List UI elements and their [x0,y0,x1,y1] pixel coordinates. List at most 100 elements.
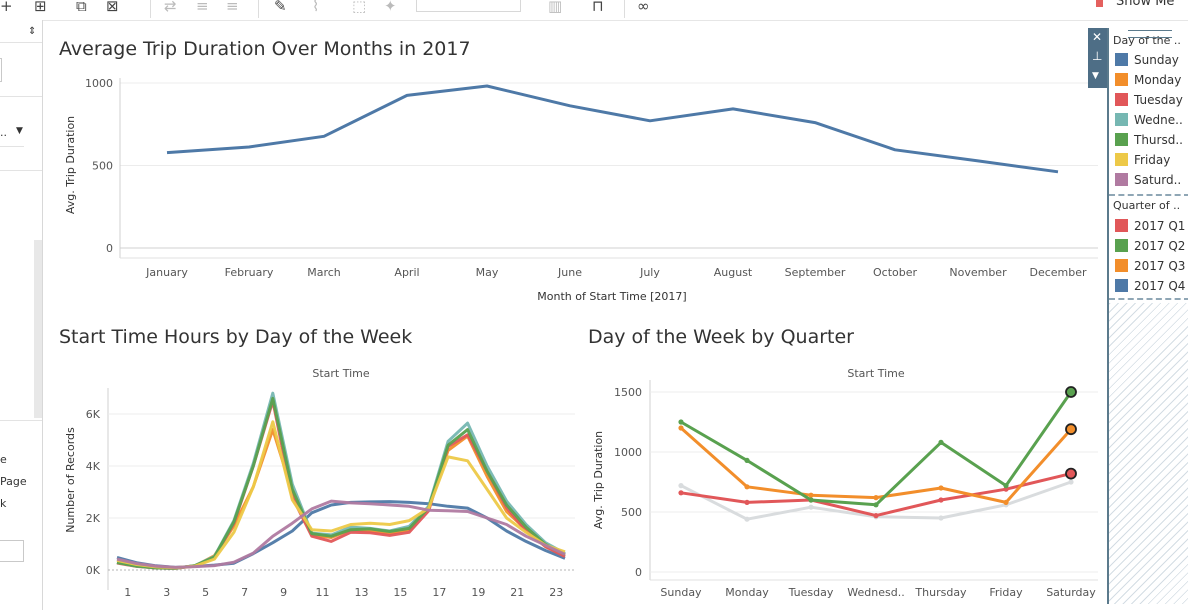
day-legend-item[interactable]: Thursd.. [1115,133,1183,149]
x-tick-label: July [639,266,660,279]
legend-swatch [1115,239,1128,252]
legend-label: 2017 Q3 [1134,259,1186,273]
data-point [744,484,750,490]
x-tick-label: 3 [163,586,170,599]
day-legend-item[interactable]: Wedne.. [1115,113,1183,129]
bar-chart-icon[interactable]: ▥ [548,0,563,15]
legend-swatch [1115,93,1128,106]
legend-swatch [1115,173,1128,186]
panel-header: Start Time [312,367,370,380]
fit-dropdown[interactable] [416,0,521,12]
series-line-saturday [116,499,566,569]
show-me-icon[interactable] [1096,0,1103,7]
show-me-button[interactable]: Show Me [1116,0,1175,9]
x-tick-label: 11 [316,586,330,599]
legend-label: Wedne.. [1134,113,1183,127]
duplicate-icon[interactable]: ⧉ [76,0,87,15]
x-tick-label: Tuesday [788,586,834,599]
y-axis-title: Avg. Trip Duration [64,116,77,214]
day-legend-item[interactable]: Friday [1115,153,1170,169]
quarter-legend-item[interactable]: 2017 Q3 [1115,259,1185,275]
close-icon[interactable]: ✕ [1092,30,1103,44]
legend-label: 2017 Q2 [1134,239,1186,253]
legend-label: Sunday [1134,53,1179,67]
legend-swatch [1115,133,1128,146]
legend-label: Monday [1134,73,1182,87]
legend-swatch [1115,73,1128,86]
left-scrollbar[interactable] [34,240,42,418]
data-point [1003,486,1009,492]
legend-label: 2017 Q4 [1134,279,1186,293]
x-tick-label: March [307,266,341,279]
legend-quarter-title: Quarter of .. [1113,199,1181,212]
bottom-right-chart-title: Day of the Week by Quarter [588,326,854,348]
data-point [873,502,879,508]
share-icon[interactable]: ∞ [637,0,650,15]
legend-grip[interactable] [1128,30,1172,38]
legend-label: Friday [1134,153,1171,167]
data-point [678,419,684,425]
highlight-icon[interactable]: ✎ [274,0,287,15]
data-point [678,490,684,496]
x-tick-label: October [873,266,917,279]
legend-swatch [1115,153,1128,166]
legend-swatch [1115,219,1128,232]
x-tick-label: Friday [989,586,1023,599]
quarter-legend-item[interactable]: 2017 Q1 [1115,219,1185,235]
top-chart-title: Average Trip Duration Over Months in 201… [59,38,471,60]
left-dropdown-value[interactable]: .. [0,126,7,139]
left-button[interactable] [0,540,24,562]
data-point [873,513,879,519]
sort-ascending-icon[interactable]: ≡ [196,0,209,15]
sort-descending-icon[interactable]: ≡ [226,0,239,15]
group-icon[interactable]: ⬚ [352,0,367,15]
data-point [1003,483,1009,489]
x-tick-label: 7 [241,586,248,599]
y-axis-title: Number of Records [64,427,77,533]
new-sheet-icon[interactable]: ⊞ [34,0,47,15]
left-field-box[interactable] [0,58,2,82]
legend-label: Saturd.. [1134,173,1182,187]
y-tick-label: 1000 [614,446,642,459]
quarter-legend-item[interactable]: 2017 Q2 [1115,239,1185,255]
day-legend-item[interactable]: Tuesday [1115,93,1183,109]
data-point [938,515,944,521]
legend-controls: ✕ ⊥ ▼ [1088,28,1107,88]
swap-icon[interactable]: ⇄ [164,0,177,15]
day-legend-item[interactable]: Saturd.. [1115,173,1181,189]
x-tick-label: September [785,266,846,279]
left-label-3: k [0,497,7,510]
presentation-icon[interactable]: ⊓ [592,0,604,15]
x-tick-label: Monday [725,586,769,599]
quarter-legend-item[interactable]: 2017 Q4 [1115,279,1185,295]
x-tick-label: 17 [432,586,446,599]
clear-sheet-icon[interactable]: ⊠ [106,0,119,15]
x-tick-label: November [949,266,1007,279]
series-line-wednesday [116,391,566,570]
day-legend-item[interactable]: Sunday [1115,53,1179,69]
y-tick-label: 0 [635,566,642,579]
spinner-icon[interactable]: ⇕ [28,26,37,37]
x-axis-title: Month of Start Time [2017] [537,290,686,303]
add-icon[interactable]: + [0,0,13,15]
x-tick-label: Saturday [1046,586,1096,599]
pin-icon[interactable]: ✦ [384,0,397,15]
attach-icon[interactable]: ⌇ [312,0,320,15]
legend-label: Tuesday [1134,93,1183,107]
pin-icon[interactable]: ⊥ [1092,49,1103,63]
x-tick-label: 19 [471,586,485,599]
menu-arrow-icon[interactable]: ▼ [1092,71,1099,81]
legend-swatch [1115,113,1128,126]
data-point [744,457,750,463]
y-tick-label: 500 [621,506,642,519]
data-point [1065,467,1077,480]
y-tick-label: 1000 [85,77,113,90]
y-tick-label: 500 [92,160,113,173]
x-tick-label: 21 [510,586,524,599]
data-point [808,492,814,498]
dropdown-arrow-icon[interactable]: ▼ [16,126,23,136]
day-legend-item[interactable]: Monday [1115,73,1181,89]
data-point [808,504,814,510]
x-tick-label: 9 [280,586,287,599]
toolbar: + ⊞ ⧉ ⊠ ⇄ ≡ ≡ ✎ ⌇ ⬚ ✦ ▥ ⊓ ∞ Show Me [0,0,1188,21]
